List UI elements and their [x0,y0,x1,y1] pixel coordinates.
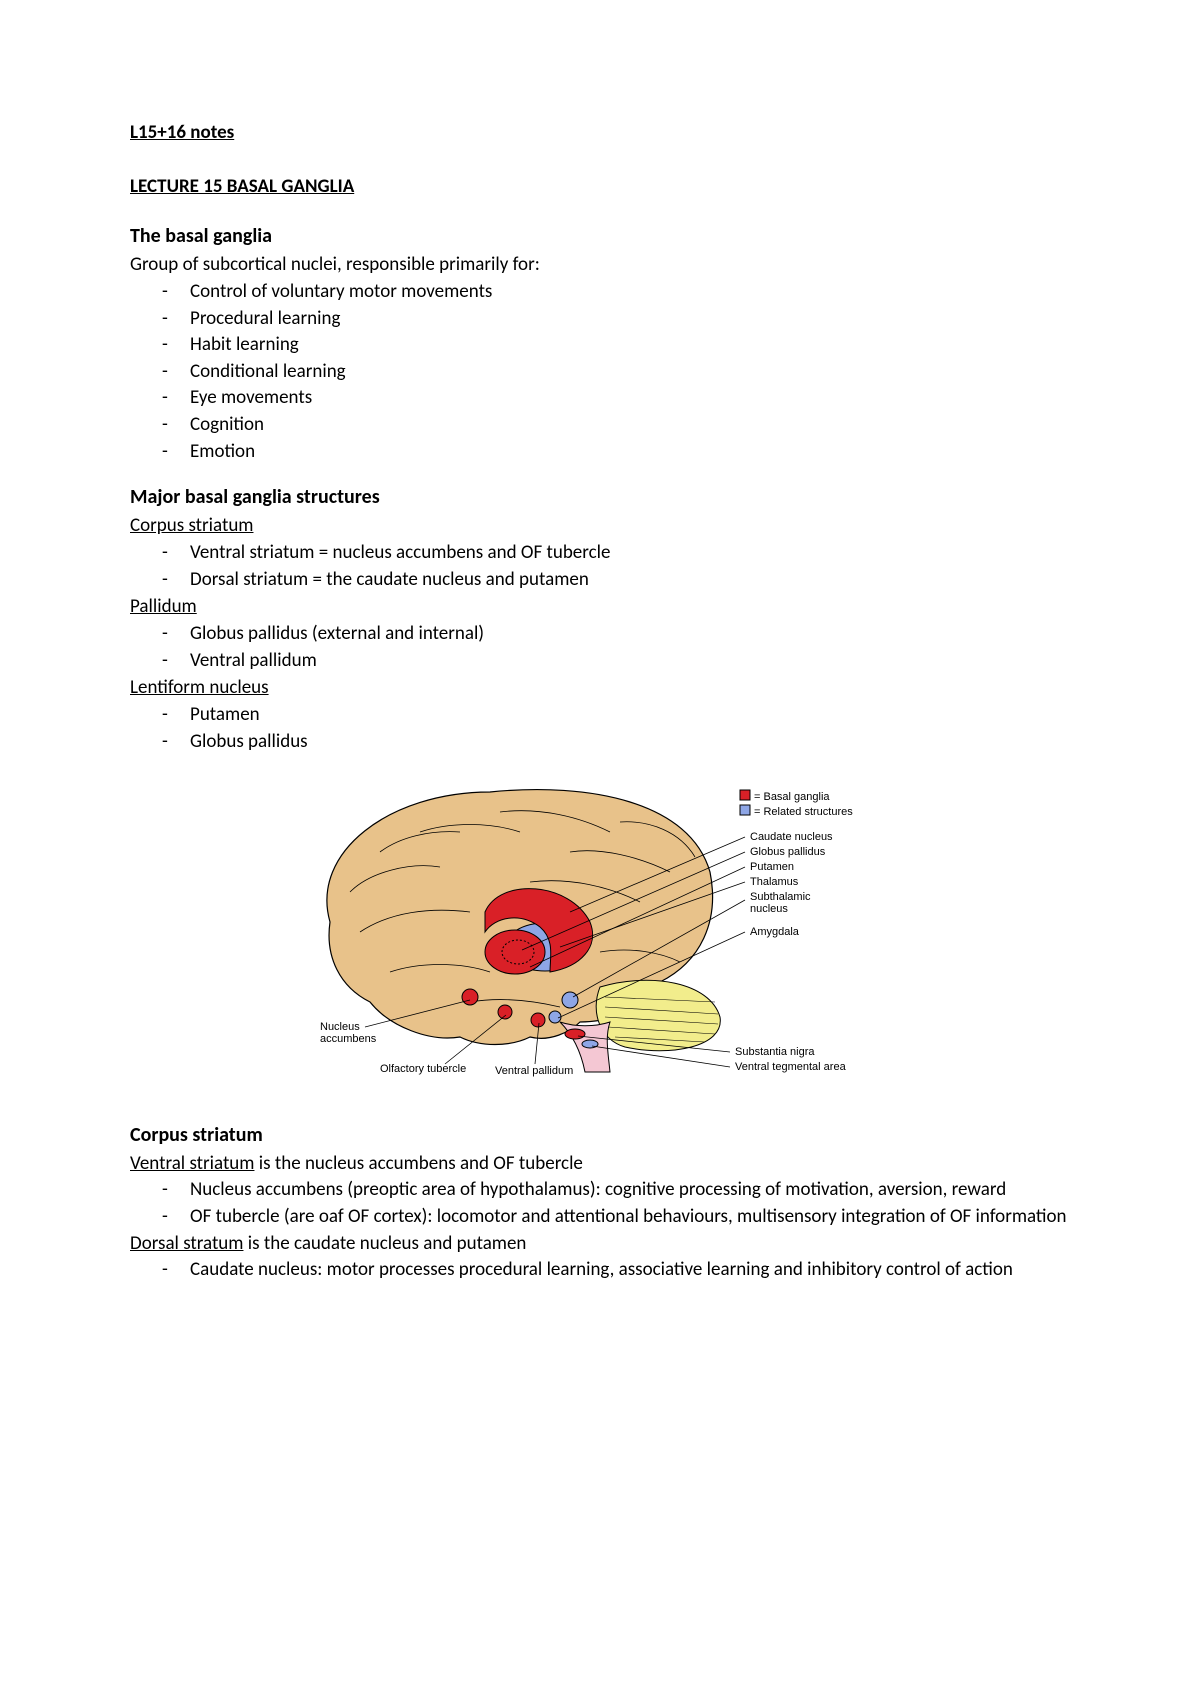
bullet-list-corpus: Ventral striatum = nucleus accumbens and… [130,540,1070,592]
list-item: Cognition [190,412,1070,438]
section-heading-basal-ganglia: The basal ganglia [130,223,1070,250]
list-item: Emotion [190,439,1070,465]
bullet-list-pallidum: Globus pallidus (external and internal) … [130,621,1070,673]
amygdala-dot [549,1011,561,1023]
label-caudate: Caudate nucleus [750,831,833,843]
substantia-nigra-dot [565,1029,585,1039]
label-olfactory-tubercle: Olfactory tubercle [380,1063,466,1075]
label-thalamus: Thalamus [750,876,799,888]
dorsal-stratum-line: Dorsal stratum is the caudate nucleus an… [130,1231,1070,1257]
top-title: L15+16 notes [130,120,1070,146]
olfactory-tubercle-dot [498,1005,512,1019]
label-ventral-pallidum: Ventral pallidum [495,1065,573,1077]
label-nacc1: Nucleus [320,1021,360,1033]
ventral-pallidum-dot [531,1013,545,1027]
bullet-list-dorsal: Caudate nucleus: motor processes procedu… [130,1257,1070,1283]
list-item: Globus pallidus [190,729,1070,755]
subthalamic-dot [562,992,578,1008]
list-item: Eye movements [190,385,1070,411]
ventral-striatum-label: Ventral striatum [130,1152,254,1175]
lecture-title: LECTURE 15 BASAL GANGLIA [130,174,1070,200]
label-vta: Ventral tegmental area [735,1061,847,1073]
putamen-shape [485,930,545,974]
label-substantia-nigra: Substantia nigra [735,1046,815,1058]
section-heading-corpus-striatum: Corpus striatum [130,1122,1070,1149]
list-item: Nucleus accumbens (preoptic area of hypo… [190,1177,1070,1203]
list-item: Caudate nucleus: motor processes procedu… [190,1257,1070,1283]
page: L15+16 notes LECTURE 15 BASAL GANGLIA Th… [0,0,1200,1696]
label-amygdala: Amygdala [750,926,800,938]
label-globus: Globus pallidus [750,846,826,858]
list-item: Control of voluntary motor movements [190,279,1070,305]
subheading-lentiform: Lentiform nucleus [130,675,1070,701]
legend-text-basal: = Basal ganglia [754,791,830,803]
list-item: Ventral pallidum [190,648,1070,674]
list-item: OF tubercle (are oaf OF cortex): locomot… [190,1204,1070,1230]
dorsal-stratum-rest: is the caudate nucleus and putamen [243,1232,526,1255]
list-item: Habit learning [190,332,1070,358]
label-putamen: Putamen [750,861,794,873]
brain-svg: = Basal ganglia = Related structures Cau… [270,772,910,1092]
brain-diagram: = Basal ganglia = Related structures Cau… [270,772,910,1100]
list-item: Putamen [190,702,1070,728]
dorsal-stratum-label: Dorsal stratum [130,1232,243,1255]
section-heading-structures: Major basal ganglia structures [130,484,1070,511]
intro-line: Group of subcortical nuclei, responsible… [130,252,1070,278]
legend-text-related: = Related structures [754,806,853,818]
label-subthalamic: Subthalamic [750,891,811,903]
subheading-pallidum: Pallidum [130,594,1070,620]
subheading-corpus-striatum: Corpus striatum [130,513,1070,539]
bullet-list-lentiform: Putamen Globus pallidus [130,702,1070,754]
list-item: Conditional learning [190,359,1070,385]
label-nucleus: nucleus [750,903,788,915]
legend-swatch-basal [740,790,750,800]
nucleus-accumbens-dot [462,989,478,1005]
list-item: Dorsal striatum = the caudate nucleus an… [190,567,1070,593]
bullet-list-ventral: Nucleus accumbens (preoptic area of hypo… [130,1177,1070,1229]
list-item: Procedural learning [190,306,1070,332]
list-item: Globus pallidus (external and internal) [190,621,1070,647]
legend-swatch-related [740,805,750,815]
list-item: Ventral striatum = nucleus accumbens and… [190,540,1070,566]
right-labels: Caudate nucleus Globus pallidus Putamen … [750,831,833,938]
bullet-list-sec1: Control of voluntary motor movements Pro… [130,279,1070,464]
legend: = Basal ganglia = Related structures [740,790,853,818]
ventral-striatum-rest: is the nucleus accumbens and OF tubercle [254,1152,582,1175]
label-nacc2: accumbens [320,1033,377,1045]
ventral-striatum-line: Ventral striatum is the nucleus accumben… [130,1151,1070,1177]
